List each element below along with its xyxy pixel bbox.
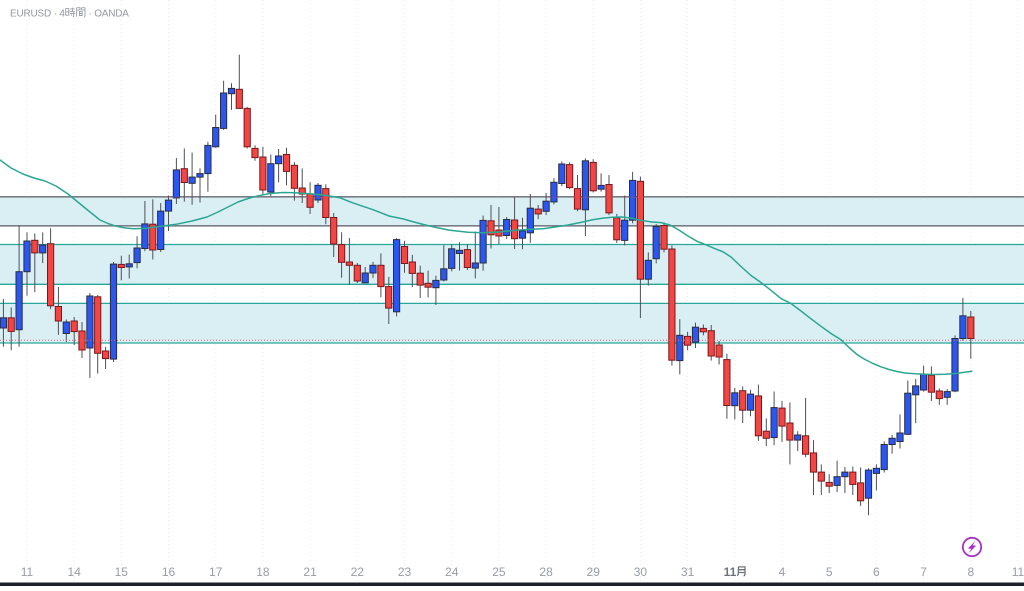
svg-text:17: 17 <box>209 565 223 579</box>
svg-text:30: 30 <box>634 565 648 579</box>
svg-text:22: 22 <box>351 565 365 579</box>
svg-text:8: 8 <box>967 565 974 579</box>
svg-text:28: 28 <box>539 565 553 579</box>
svg-text:21: 21 <box>303 565 317 579</box>
svg-text:14: 14 <box>68 565 82 579</box>
svg-text:23: 23 <box>398 565 412 579</box>
svg-text:25: 25 <box>492 565 506 579</box>
svg-text:7: 7 <box>920 565 927 579</box>
svg-text:11: 11 <box>1012 565 1024 579</box>
svg-text:18: 18 <box>256 565 270 579</box>
svg-text:15: 15 <box>115 565 129 579</box>
svg-text:29: 29 <box>587 565 601 579</box>
svg-text:24: 24 <box>445 565 459 579</box>
svg-text:· OANDA: · OANDA <box>89 9 130 20</box>
svg-text:16: 16 <box>162 565 176 579</box>
svg-text:11: 11 <box>724 565 737 579</box>
svg-text:4: 4 <box>779 565 786 579</box>
svg-text:5: 5 <box>826 565 833 579</box>
svg-text:11: 11 <box>21 565 34 579</box>
svg-text:6: 6 <box>873 565 880 579</box>
svg-text:EURUSD · 4: EURUSD · 4 <box>10 9 65 20</box>
svg-text:31: 31 <box>681 565 695 579</box>
